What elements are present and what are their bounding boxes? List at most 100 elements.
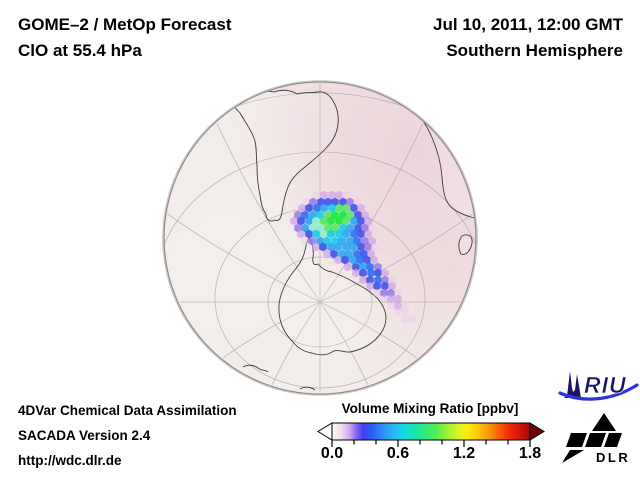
colorbar-title: Volume Mixing Ratio [ppbv] <box>341 401 519 416</box>
clo-hex-cell <box>342 229 350 239</box>
clo-hex-cell <box>324 197 332 207</box>
clo-hex-cell <box>341 255 349 265</box>
clo-hex-cell <box>317 197 325 207</box>
clo-hex-cell <box>334 242 342 252</box>
globe-limb <box>163 81 477 395</box>
clo-hex-cell <box>350 203 358 213</box>
clo-hex-cell <box>352 268 360 278</box>
clo-hex-cell <box>360 249 368 259</box>
clo-hex-cell <box>346 210 354 220</box>
tick-label-1.8: 1.8 <box>518 445 542 462</box>
clo-hex-cell <box>373 281 381 291</box>
clo-hex-cell <box>350 229 358 239</box>
globe-outer-rim <box>162 80 478 396</box>
clo-hex-cell <box>313 190 321 200</box>
clo-hex-cell <box>309 223 317 233</box>
riu-swoosh-icon <box>558 383 639 401</box>
clo-hex-cell <box>394 294 402 304</box>
clo-hex-cell <box>342 190 350 200</box>
clo-hex-cell <box>335 216 343 226</box>
clo-hex-cell <box>305 216 313 226</box>
clo-hex-cell <box>320 229 328 239</box>
clo-hex-cell <box>339 223 347 233</box>
clo-hex-cell <box>323 249 331 259</box>
clo-hex-cell <box>361 236 369 246</box>
clo-hex-cell <box>305 229 313 239</box>
clo-hex-cell <box>335 229 343 239</box>
clo-hex-cell <box>363 255 371 265</box>
dlr-logo-text: DLR <box>596 450 630 465</box>
clo-hex-cell <box>387 288 395 298</box>
clo-hex-cell <box>381 275 389 285</box>
clo-hex-cell <box>346 223 354 233</box>
clo-hex-cell <box>305 203 313 213</box>
colorbar-ticks <box>331 440 531 447</box>
clo-hex-cell <box>342 203 350 213</box>
clo-hex-cell <box>353 197 361 207</box>
clo-hex-cell <box>313 203 321 213</box>
clo-hex-cell <box>353 236 361 246</box>
colorbar: Volume Mixing Ratio [ppbv] 0.0 0.6 1.2 1… <box>315 401 545 465</box>
clo-hex-cell <box>309 197 317 207</box>
clo-hex-cell <box>401 301 409 311</box>
clo-hex-cell <box>354 223 362 233</box>
clo-hex-cell <box>380 288 388 298</box>
tick-label-0.0: 0.0 <box>320 445 344 462</box>
clo-hex-cell <box>301 210 309 220</box>
clo-hex-cell <box>331 197 339 207</box>
coastal-island <box>299 386 316 391</box>
clo-hex-cell <box>374 262 382 272</box>
clo-hex-cell <box>361 210 369 220</box>
credits: 4DVar Chemical Data Assimilation SACADA … <box>18 398 237 473</box>
clo-hex-cell <box>297 216 305 226</box>
title-line-2: ClO at 55.4 hPa <box>18 41 142 60</box>
clo-hex-cell <box>401 307 409 317</box>
clo-hex-cell <box>361 223 369 233</box>
clo-hex-cell <box>357 203 365 213</box>
clo-hex-cell <box>359 268 367 278</box>
clo-hex-cell <box>338 249 346 259</box>
clo-hex-cell <box>394 288 402 298</box>
clo-hex-cell <box>316 236 324 246</box>
credit-url: http://wdc.dlr.de <box>18 453 122 468</box>
clo-hex-cell <box>297 229 305 239</box>
clo-hex-cell <box>327 216 335 226</box>
clo-hex-cell <box>323 236 331 246</box>
clo-hex-cell <box>301 236 309 246</box>
clo-hex-cell <box>338 236 346 246</box>
tick-label-0.6: 0.6 <box>386 445 410 462</box>
clo-hex-cell <box>394 301 402 311</box>
tick-label-1.2: 1.2 <box>452 445 476 462</box>
clo-hex-cell <box>408 314 416 324</box>
region-label: Southern Hemisphere <box>446 41 623 60</box>
colorbar-scale <box>317 422 545 447</box>
clo-hex-cell <box>308 236 316 246</box>
clo-hex-cell <box>364 242 372 252</box>
clo-hex-cell <box>327 242 335 252</box>
clo-hex-cell <box>370 255 378 265</box>
clo-hex-cell <box>298 203 306 213</box>
clo-hex-cell <box>324 210 332 220</box>
clo-hex-cell <box>316 223 324 233</box>
clo-hex-cell <box>309 210 317 220</box>
clo-hex-cell <box>335 203 343 213</box>
south-america-coastline <box>230 89 339 222</box>
clo-hex-cell <box>357 229 365 239</box>
clo-hex-cell <box>350 216 358 226</box>
clo-hex-cell <box>342 216 350 226</box>
antarctica-coastline <box>278 237 387 356</box>
clo-hex-cell <box>334 255 342 265</box>
clo-hex-cell <box>330 249 338 259</box>
clo-hex-cell <box>339 197 347 207</box>
clo-hex-cell <box>359 262 367 272</box>
clo-hex-cell <box>366 281 374 291</box>
clo-hex-cell <box>320 203 328 213</box>
clo-hex-cell <box>328 190 336 200</box>
clo-hex-cell <box>357 216 365 226</box>
clo-hex-cell <box>373 288 381 298</box>
clo-hex-cell <box>354 210 362 220</box>
clo-hex-cell <box>327 229 335 239</box>
riu-logo: RIU <box>558 371 639 401</box>
